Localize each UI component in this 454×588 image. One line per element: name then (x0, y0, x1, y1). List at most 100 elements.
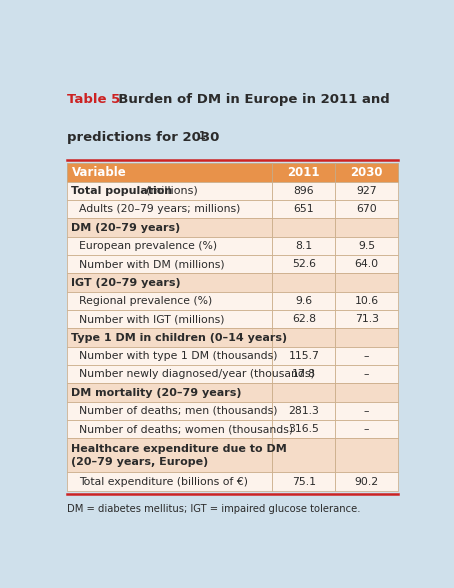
Text: 64.0: 64.0 (355, 259, 379, 269)
Text: 115.7: 115.7 (288, 351, 319, 361)
Bar (272, 420, 335, 439)
Bar (67, 347, 272, 365)
Text: DM mortality (20–79 years): DM mortality (20–79 years) (71, 387, 242, 397)
Bar (335, 383, 398, 402)
Text: –: – (364, 369, 370, 379)
Text: 316.5: 316.5 (288, 425, 319, 435)
Bar (67, 182, 272, 200)
Bar (67, 237, 272, 255)
Bar (272, 182, 335, 200)
Bar (67, 273, 272, 292)
Text: 10.6: 10.6 (355, 296, 379, 306)
Text: 281.3: 281.3 (288, 406, 319, 416)
Text: –: – (364, 425, 370, 435)
Text: European prevalence (%): European prevalence (%) (79, 241, 217, 251)
Text: 9.6: 9.6 (295, 296, 312, 306)
Text: Adults (20–79 years; millions): Adults (20–79 years; millions) (79, 204, 240, 214)
Bar (272, 292, 335, 310)
Bar (272, 402, 335, 420)
Bar (67, 402, 272, 420)
Text: 62.8: 62.8 (292, 314, 316, 324)
Bar (272, 383, 335, 402)
Text: Number with DM (millions): Number with DM (millions) (79, 259, 224, 269)
Bar (272, 439, 335, 472)
Bar (57, 71, 409, 163)
Text: Total population: Total population (71, 186, 172, 196)
Bar (335, 182, 398, 200)
Bar (335, 237, 398, 255)
Text: DM = diabetes mellitus; IGT = impaired glucose tolerance.: DM = diabetes mellitus; IGT = impaired g… (67, 504, 361, 514)
Text: 9.5: 9.5 (358, 241, 375, 251)
Bar (335, 163, 398, 182)
Bar (67, 383, 272, 402)
Text: 670: 670 (356, 204, 377, 214)
Bar (335, 329, 398, 347)
Bar (335, 218, 398, 237)
Bar (335, 365, 398, 383)
Bar (67, 163, 272, 182)
Bar (335, 402, 398, 420)
Text: 2030: 2030 (350, 166, 383, 179)
Bar (272, 329, 335, 347)
Bar (335, 310, 398, 329)
Bar (67, 255, 272, 273)
Text: 1: 1 (199, 131, 206, 141)
Bar (272, 163, 335, 182)
Text: Type 1 DM in children (0–14 years): Type 1 DM in children (0–14 years) (71, 333, 287, 343)
Text: 2011: 2011 (287, 166, 320, 179)
Bar (272, 365, 335, 383)
Text: Number of deaths; women (thousands): Number of deaths; women (thousands) (79, 425, 293, 435)
Text: (millions): (millions) (147, 186, 198, 196)
Bar (272, 273, 335, 292)
Text: 927: 927 (356, 186, 377, 196)
Bar (67, 218, 272, 237)
Bar (335, 292, 398, 310)
Text: 71.3: 71.3 (355, 314, 379, 324)
Text: 90.2: 90.2 (355, 476, 379, 486)
Text: (20–79 years, Europe): (20–79 years, Europe) (71, 457, 208, 467)
Bar (335, 439, 398, 472)
Bar (67, 310, 272, 329)
Text: 896: 896 (293, 186, 314, 196)
Bar (272, 310, 335, 329)
Text: Variable: Variable (72, 166, 126, 179)
Text: Number with type 1 DM (thousands): Number with type 1 DM (thousands) (79, 351, 277, 361)
Text: Number with IGT (millions): Number with IGT (millions) (79, 314, 224, 324)
Text: Table 5: Table 5 (67, 93, 121, 106)
Text: DM (20–79 years): DM (20–79 years) (71, 223, 180, 233)
Text: 17.8: 17.8 (292, 369, 316, 379)
Text: predictions for 2030: predictions for 2030 (67, 131, 220, 144)
Text: 52.6: 52.6 (292, 259, 316, 269)
Bar (67, 439, 272, 472)
Bar (67, 292, 272, 310)
Text: Number of deaths; men (thousands): Number of deaths; men (thousands) (79, 406, 277, 416)
Text: 651: 651 (293, 204, 314, 214)
Bar (335, 472, 398, 491)
Text: Regional prevalence (%): Regional prevalence (%) (79, 296, 212, 306)
Text: –: – (364, 406, 370, 416)
Text: Healthcare expenditure due to DM: Healthcare expenditure due to DM (71, 443, 286, 453)
Bar (335, 420, 398, 439)
Bar (335, 347, 398, 365)
Bar (272, 347, 335, 365)
Bar (272, 255, 335, 273)
Bar (272, 472, 335, 491)
Bar (272, 237, 335, 255)
Text: IGT (20–79 years): IGT (20–79 years) (71, 278, 180, 288)
Bar (272, 200, 335, 218)
Bar (67, 472, 272, 491)
Bar (67, 420, 272, 439)
Bar (335, 200, 398, 218)
Bar (67, 200, 272, 218)
Text: Burden of DM in Europe in 2011 and: Burden of DM in Europe in 2011 and (109, 93, 390, 106)
Text: 75.1: 75.1 (292, 476, 316, 486)
Text: Number newly diagnosed/year (thousands): Number newly diagnosed/year (thousands) (79, 369, 314, 379)
Text: –: – (364, 351, 370, 361)
Bar (335, 273, 398, 292)
Bar (335, 255, 398, 273)
Bar (67, 329, 272, 347)
Bar (272, 218, 335, 237)
Bar (67, 365, 272, 383)
Text: 8.1: 8.1 (295, 241, 312, 251)
Text: Total expenditure (billions of €): Total expenditure (billions of €) (79, 476, 247, 486)
